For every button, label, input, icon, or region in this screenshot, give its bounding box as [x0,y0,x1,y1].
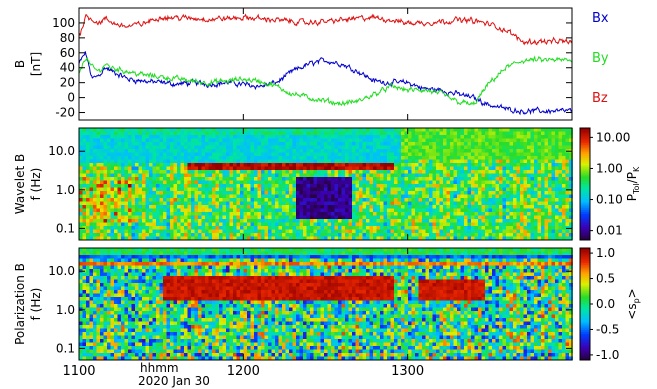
colorbar-tick-label: -1.0 [596,348,619,362]
panel2-ytick-label: 10.0 [48,144,75,158]
xaxis-date-label: 2020 Jan 30 [138,374,210,388]
colorbar-2 [579,127,591,241]
xtick-label: 1200 [227,364,260,379]
colorbar-tick-label: 0.5 [596,272,615,286]
colorbar-tick-label: 10.00 [596,130,630,144]
panel3-ytick-label: 1.0 [56,303,75,317]
xaxis-unit-label: hhmm [140,361,179,375]
panel3-ytick-label: 10.0 [48,264,75,278]
colorbar2-label: PTol/PK [625,166,641,201]
panel2-ylabel: Wavelet B [13,154,27,214]
colorbar-tick-label: 0.0 [596,297,615,311]
colorbar-tick-label: 0.10 [596,193,623,207]
panel1-ytick-label: 100 [52,16,75,30]
panel1-ytick-label: 60 [60,46,75,60]
panel3-ylabel: Polarization B [13,263,27,345]
xtick-label: 1100 [62,364,95,379]
colorbar-tick-label: -0.5 [596,322,619,336]
panel1-yunit: [nT] [29,52,43,76]
panel1-ytick-label: 0 [67,91,75,105]
panel2-ytick-label: 1.0 [56,183,75,197]
colorbar-tick-label: 1.00 [596,161,623,175]
colorbar3-label: <sp> [625,288,641,319]
series-line-bz [79,13,572,46]
panel3-ytick-label: 0.1 [56,341,75,355]
b-field-lines [79,13,572,116]
panel2-ytick-label: 0.1 [56,221,75,235]
heatmap-cells [79,128,573,241]
panel1-frame [78,7,573,121]
panel1-ytick-label: 20 [60,76,75,90]
panel1-ytick-label: 80 [60,31,75,45]
colorbar-tick-label: 1.0 [596,246,615,260]
legend-entry-bx: Bx [592,11,609,26]
panel1-ytick-label: 40 [60,61,75,75]
panel1-ylabel: B [13,60,27,68]
series-line-bx [79,51,572,116]
heatmap-cells [79,248,573,361]
panel2-yunit: f (Hz) [29,168,43,201]
legend-entry-bz: Bz [592,91,608,106]
panel1-ytick-label: -20 [55,106,75,120]
legend-entry-by: By [592,51,609,66]
panel3-yunit: f (Hz) [29,288,43,321]
panel2-frame [78,127,573,241]
colorbar-tick-label: 0.01 [596,224,623,238]
series-line-by [79,55,572,107]
xtick-label: 1300 [391,364,424,379]
panel3-frame [78,247,573,361]
